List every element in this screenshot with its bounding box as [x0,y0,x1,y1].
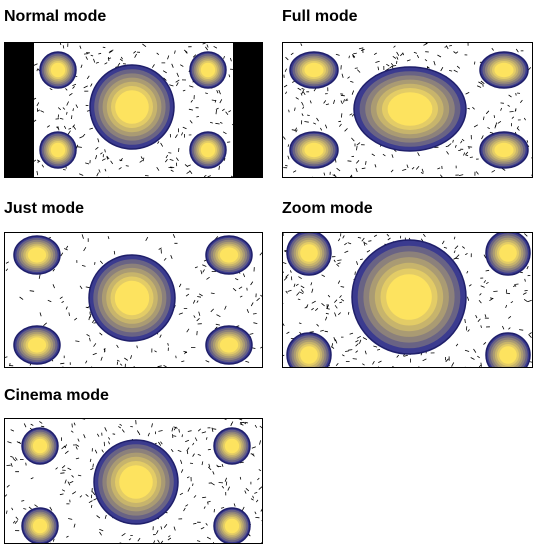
small-circle [213,507,251,544]
small-circle [213,427,251,465]
small-circle [286,332,332,368]
zoom-mode-panel [282,232,533,368]
small-oval [479,51,529,89]
small-circle [189,131,227,169]
small-circle [189,51,227,89]
small-circle [21,427,59,465]
small-circle [21,507,59,544]
large-circle [93,439,179,525]
small-circle [39,51,77,89]
large-circle [89,64,175,150]
small-oval [479,131,529,169]
small-oval [289,51,339,89]
large-circle [351,239,467,355]
cinema-mode-panel [4,418,263,544]
panel-frame [4,42,263,178]
small-circle [286,232,332,276]
small-circle [39,131,77,169]
just-mode-title: Just mode [4,200,85,217]
panel-frame [4,232,263,368]
cinema-mode-title: Cinema mode [4,387,109,404]
full-mode-panel [282,42,533,178]
zoom-mode-title: Zoom mode [282,200,373,217]
large-oval [353,66,467,152]
black-bar-left [4,42,34,178]
just-mode-panel [4,232,263,368]
normal-mode-title: Normal mode [4,8,107,25]
large-circle [88,254,176,342]
black-bar-right [233,42,263,178]
small-oval [13,325,61,365]
small-oval [205,325,253,365]
small-oval [13,235,61,275]
full-mode-title: Full mode [282,8,358,25]
small-circle [485,232,531,276]
small-oval [289,131,339,169]
panel-frame [4,418,263,544]
normal-mode-panel [4,42,263,178]
small-oval [205,235,253,275]
small-circle [485,332,531,368]
